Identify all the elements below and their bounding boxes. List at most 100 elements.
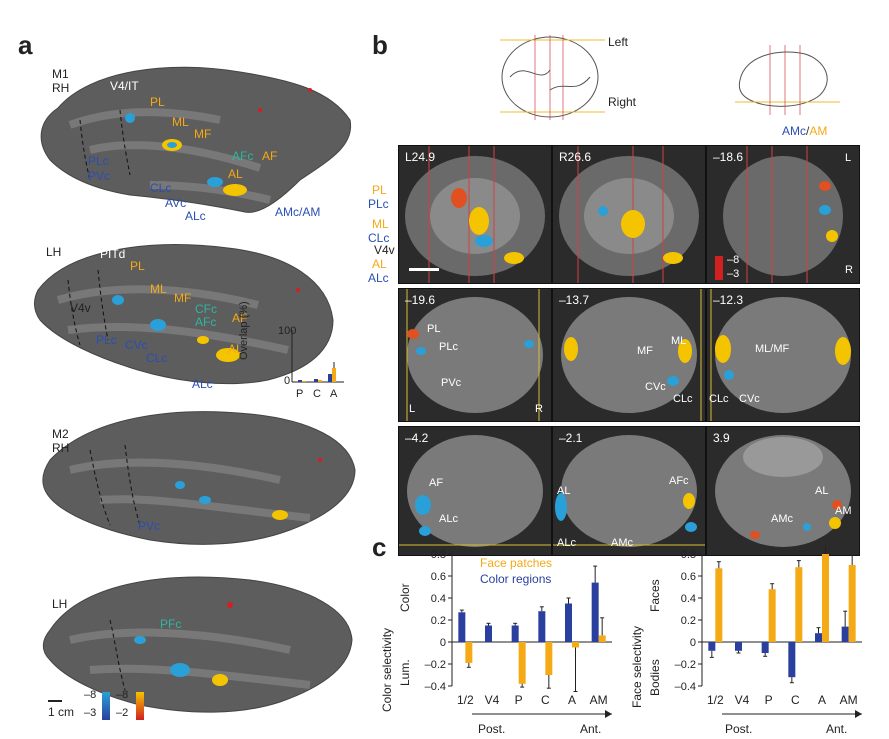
- side-ml: ML: [372, 217, 389, 231]
- label-v4it: V4/IT: [110, 79, 139, 93]
- arrow-head: [855, 710, 862, 718]
- bar: [848, 565, 856, 642]
- x-tick-label: C: [541, 693, 550, 707]
- slice7-af: AF: [429, 477, 444, 489]
- x-tick-label: V4: [485, 693, 500, 707]
- c2-ant: Ant.: [826, 722, 848, 736]
- corner-legend: AMc/AM: [782, 124, 828, 138]
- slice-num-4: –19.6: [405, 293, 436, 307]
- overlap-ylabel: Overlap (%): [238, 301, 250, 360]
- label-v4v: V4v: [70, 301, 91, 315]
- label-af-2: AF: [232, 311, 248, 325]
- mri-slice-1: L24.9: [398, 145, 552, 284]
- slice-num-3: –18.6: [713, 150, 744, 164]
- bar: [598, 635, 606, 642]
- bar: [591, 582, 599, 642]
- label-plc: PLc: [88, 154, 109, 168]
- slice4-plc: PLc: [439, 341, 458, 353]
- c2-ylabel-main: Face selectivity: [630, 625, 644, 708]
- slice6-cvc: CVc: [739, 393, 760, 405]
- x-tick-label: AM: [590, 693, 608, 707]
- c1-ylabel-bot: Lum.: [398, 659, 412, 686]
- brain3-hemi: RH: [52, 441, 70, 455]
- slice4-l: L: [409, 403, 416, 415]
- slice-num-5: –13.7: [559, 293, 590, 307]
- slice5-clc: CLc: [673, 393, 693, 405]
- label-af: AF: [262, 149, 278, 163]
- bar: [735, 642, 742, 651]
- slice5-ml: ML: [671, 335, 687, 347]
- c1-post: Post.: [478, 722, 506, 736]
- overlap-cat-a: A: [330, 388, 338, 400]
- brain4-hemi: LH: [52, 597, 68, 611]
- legend-face: Face patches: [480, 556, 553, 570]
- bar: [511, 625, 519, 642]
- y-tick-label: 0.6: [431, 571, 446, 583]
- slice4-pvc: PVc: [441, 377, 462, 389]
- overlap-cat-c: C: [313, 388, 321, 400]
- legend-color: Color regions: [480, 572, 552, 586]
- slice-num-7: –4.2: [405, 431, 429, 445]
- bar: [538, 611, 546, 642]
- side-pl: PL: [372, 183, 387, 197]
- colorbar-red-bot: –2: [116, 707, 129, 719]
- panel-b-letter: b: [372, 30, 388, 60]
- slice6-clc: CLc: [709, 393, 729, 405]
- overlap-ymax: 100: [278, 325, 297, 337]
- bar: [458, 612, 466, 642]
- mri-slice-2: R26.6: [552, 145, 706, 284]
- bar: [815, 633, 822, 642]
- slice-num-2: R26.6: [559, 150, 592, 164]
- scale-bar-label: 1 cm: [48, 705, 75, 719]
- slice-num-1: L24.9: [405, 150, 436, 164]
- overlap-ymin: 0: [284, 375, 291, 387]
- y-tick-label: –0.2: [675, 659, 696, 671]
- label-afc-2: AFc: [195, 315, 217, 329]
- side-al: AL: [372, 257, 387, 271]
- y-tick-label: 0.4: [431, 593, 446, 605]
- label-afc: AFc: [232, 149, 254, 163]
- bar: [545, 642, 553, 675]
- x-tick-label: C: [791, 693, 800, 707]
- label-alc-2: ALc: [192, 377, 213, 391]
- slice6-mlmf: ML/MF: [755, 343, 790, 355]
- c1-ylabel-top: Color: [398, 583, 412, 612]
- label-clc: CLc: [150, 181, 172, 195]
- colorbar-red: [136, 692, 144, 720]
- y-tick-label: 0.8: [681, 549, 696, 561]
- bar: [518, 642, 526, 684]
- slice-num-8: –2.1: [559, 431, 583, 445]
- side-v4v: V4v: [374, 243, 395, 257]
- slice8-alc: ALc: [557, 537, 576, 549]
- c2-ylabel-top: Faces: [648, 579, 662, 612]
- bar: [708, 642, 716, 651]
- mri-slice-6: –12.3 ML/MF CLc CVc: [706, 288, 860, 422]
- bar: [822, 554, 829, 642]
- brain-m1-rh: [30, 50, 360, 220]
- y-tick-label: 0.4: [681, 593, 696, 605]
- y-tick-label: –0.4: [675, 681, 696, 693]
- x-tick-label: A: [818, 693, 826, 707]
- x-tick-label: 1/2: [457, 693, 474, 707]
- bar: [465, 642, 473, 663]
- mri-slice-9: 3.9 AMc AL AM: [706, 426, 860, 556]
- bar: [715, 568, 723, 642]
- label-cvc: CVc: [125, 338, 148, 352]
- x-tick-label: P: [515, 693, 523, 707]
- label-avc: AVc: [165, 196, 187, 210]
- label-plc-2: PLc: [96, 333, 117, 347]
- brain-m2-lh: [30, 560, 360, 725]
- c2-ylabel-bot: Bodies: [648, 659, 662, 696]
- slice3-l: L: [845, 152, 852, 164]
- y-tick-label: 0.6: [681, 571, 696, 583]
- slice8-amc: AMc: [611, 537, 633, 549]
- bar: [761, 642, 769, 653]
- label-pl: PL: [150, 95, 165, 109]
- mri-slice-7: –4.2 AF ALc: [398, 426, 552, 556]
- colorbar-red-top: –8: [116, 689, 129, 701]
- x-tick-label: P: [765, 693, 773, 707]
- panel-a-letter: a: [18, 30, 33, 60]
- mri-slice-5: –13.7 MF ML CVc CLc: [552, 288, 706, 422]
- label-ml-2: ML: [150, 282, 167, 296]
- brain-m2-rh: [30, 400, 360, 550]
